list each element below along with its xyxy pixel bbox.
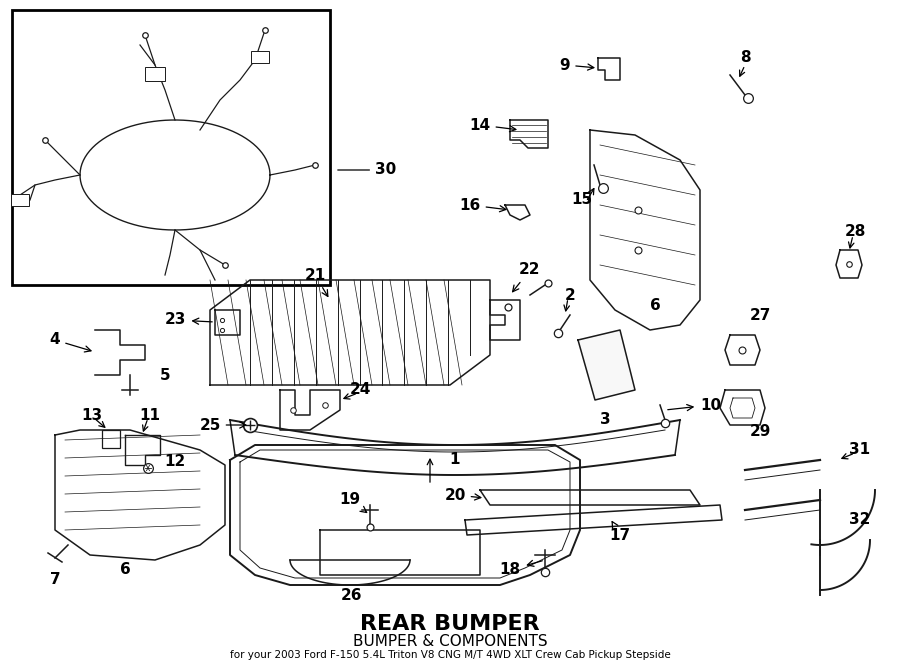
Text: 2: 2 bbox=[564, 287, 575, 303]
Text: 9: 9 bbox=[560, 58, 594, 73]
Text: 10: 10 bbox=[668, 397, 721, 412]
Text: 6: 6 bbox=[650, 297, 661, 312]
Text: 23: 23 bbox=[165, 312, 212, 328]
Bar bbox=[251, 51, 269, 63]
Text: 31: 31 bbox=[850, 442, 870, 457]
Text: 32: 32 bbox=[850, 512, 870, 528]
Text: 27: 27 bbox=[750, 308, 770, 322]
Text: 6: 6 bbox=[120, 563, 130, 577]
Text: 20: 20 bbox=[445, 487, 481, 502]
Text: 5: 5 bbox=[159, 367, 170, 383]
Text: 7: 7 bbox=[50, 573, 60, 587]
Text: 1: 1 bbox=[450, 453, 460, 467]
Text: 4: 4 bbox=[50, 332, 91, 352]
Text: 24: 24 bbox=[349, 383, 371, 397]
Text: 12: 12 bbox=[165, 455, 185, 469]
Text: 29: 29 bbox=[750, 424, 770, 440]
Text: 25: 25 bbox=[199, 418, 246, 432]
Text: 30: 30 bbox=[338, 162, 396, 177]
Text: 19: 19 bbox=[339, 493, 366, 512]
Text: BUMPER & COMPONENTS: BUMPER & COMPONENTS bbox=[353, 634, 547, 649]
Text: 17: 17 bbox=[609, 522, 631, 542]
Text: 13: 13 bbox=[81, 408, 103, 422]
Text: 26: 26 bbox=[341, 587, 363, 602]
Bar bbox=[145, 67, 165, 81]
Text: 11: 11 bbox=[140, 408, 160, 422]
Text: for your 2003 Ford F-150 5.4L Triton V8 CNG M/T 4WD XLT Crew Cab Pickup Stepside: for your 2003 Ford F-150 5.4L Triton V8 … bbox=[230, 650, 670, 660]
Text: 3: 3 bbox=[599, 412, 610, 428]
Text: 14: 14 bbox=[470, 117, 516, 132]
Text: 8: 8 bbox=[740, 50, 751, 66]
Bar bbox=[11, 194, 29, 206]
Text: 15: 15 bbox=[572, 193, 592, 207]
Text: 28: 28 bbox=[844, 224, 866, 240]
Text: 18: 18 bbox=[500, 561, 543, 577]
Bar bbox=[12, 10, 330, 285]
Polygon shape bbox=[578, 330, 635, 400]
Text: 21: 21 bbox=[304, 267, 328, 297]
Text: REAR BUMPER: REAR BUMPER bbox=[360, 614, 540, 634]
Text: 16: 16 bbox=[459, 197, 506, 213]
Text: 22: 22 bbox=[513, 263, 541, 292]
Bar bbox=[102, 430, 120, 448]
